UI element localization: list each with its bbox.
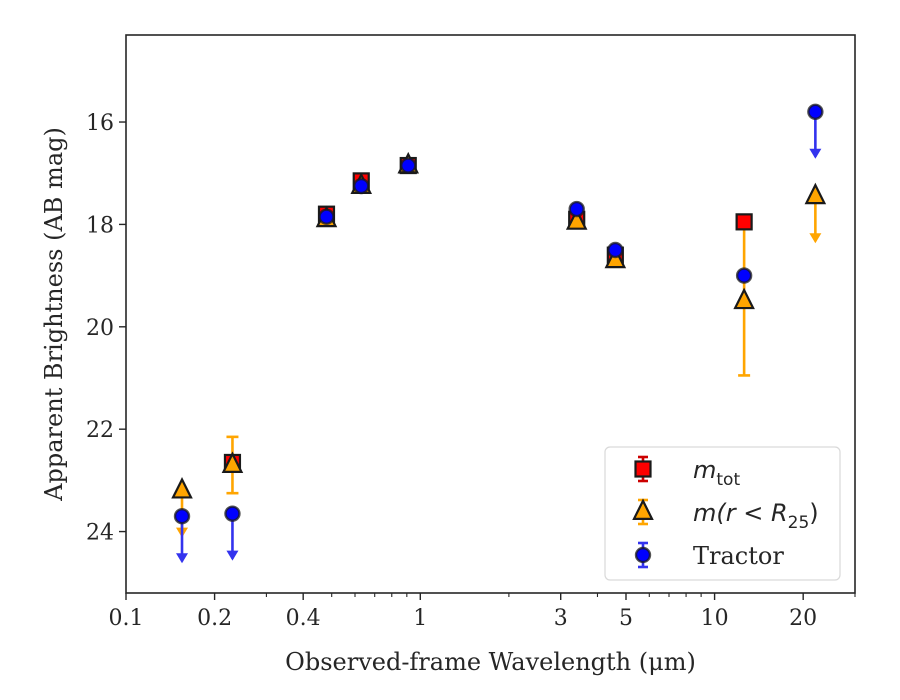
x-axis-label: Observed-frame Wavelength (μm): [285, 648, 696, 676]
legend-label-main: m: [693, 456, 716, 484]
tractor-point: [400, 157, 417, 174]
tractor-point: [318, 208, 335, 225]
tractor-point: [173, 508, 191, 525]
legend-label-tail: ): [809, 499, 818, 527]
legend-label: Tractor: [693, 542, 784, 570]
mr25-point: [171, 476, 193, 499]
x-tick-label: 5: [619, 606, 633, 631]
legend-marker: [632, 498, 654, 520]
tractor-upper-limit-arrow: [226, 550, 239, 561]
y-tick-label: 24: [86, 521, 114, 546]
legend-marker: [634, 460, 652, 478]
x-tick-label: 3: [554, 606, 568, 631]
tractor-point: [224, 505, 241, 522]
mtot-point: [735, 213, 753, 231]
data-markers: [171, 103, 827, 525]
legend-label: m(r < R25): [693, 499, 819, 533]
legend: mtot m(r < R25) Tractor: [604, 446, 841, 581]
legend-marker: [634, 546, 652, 564]
legend-box: [604, 446, 841, 581]
legend-label-subscript: tot: [716, 470, 740, 490]
x-tick-label: 0.4: [286, 606, 321, 631]
tractor-point: [735, 267, 753, 284]
mr25-point: [733, 287, 755, 310]
legend-label-main: m(r < R: [693, 499, 788, 527]
x-tick-label: 0.1: [109, 606, 144, 631]
x-tick-label: 10: [701, 606, 729, 631]
tractor-point: [807, 103, 824, 120]
mr25-point: [804, 182, 827, 205]
plot-frame: [125, 34, 856, 594]
legend-label-subscript: 25: [788, 513, 810, 533]
legend-label: mtot: [693, 456, 740, 490]
x-tick-label: 0.2: [197, 606, 232, 631]
tractor-upper-limit-arrow: [809, 148, 822, 159]
y-tick-label: 22: [86, 418, 114, 443]
x-tick-label: 20: [789, 606, 817, 631]
mr25-point: [565, 208, 588, 230]
y-axis-label: Apparent Brightness (AB mag): [40, 127, 68, 502]
tractor-point: [607, 241, 624, 259]
tractor-point: [568, 200, 585, 218]
y-tick-label: 16: [86, 111, 114, 136]
y-tick-label: 20: [86, 316, 114, 341]
mr25-upper-limit-arrow: [809, 233, 822, 244]
x-axis-ticks: 0.1 0.2 0.4 1 3 5 10 20: [109, 593, 856, 631]
mr25-point: [221, 451, 244, 473]
x-tick-label: 1: [413, 606, 427, 631]
legend-label-main: Tractor: [693, 542, 784, 570]
tractor-upper-limit-arrow: [176, 553, 189, 564]
y-axis-ticks: 16 18 20 22 24: [86, 111, 126, 546]
y-tick-label: 18: [86, 213, 114, 238]
tractor-point: [353, 177, 370, 195]
